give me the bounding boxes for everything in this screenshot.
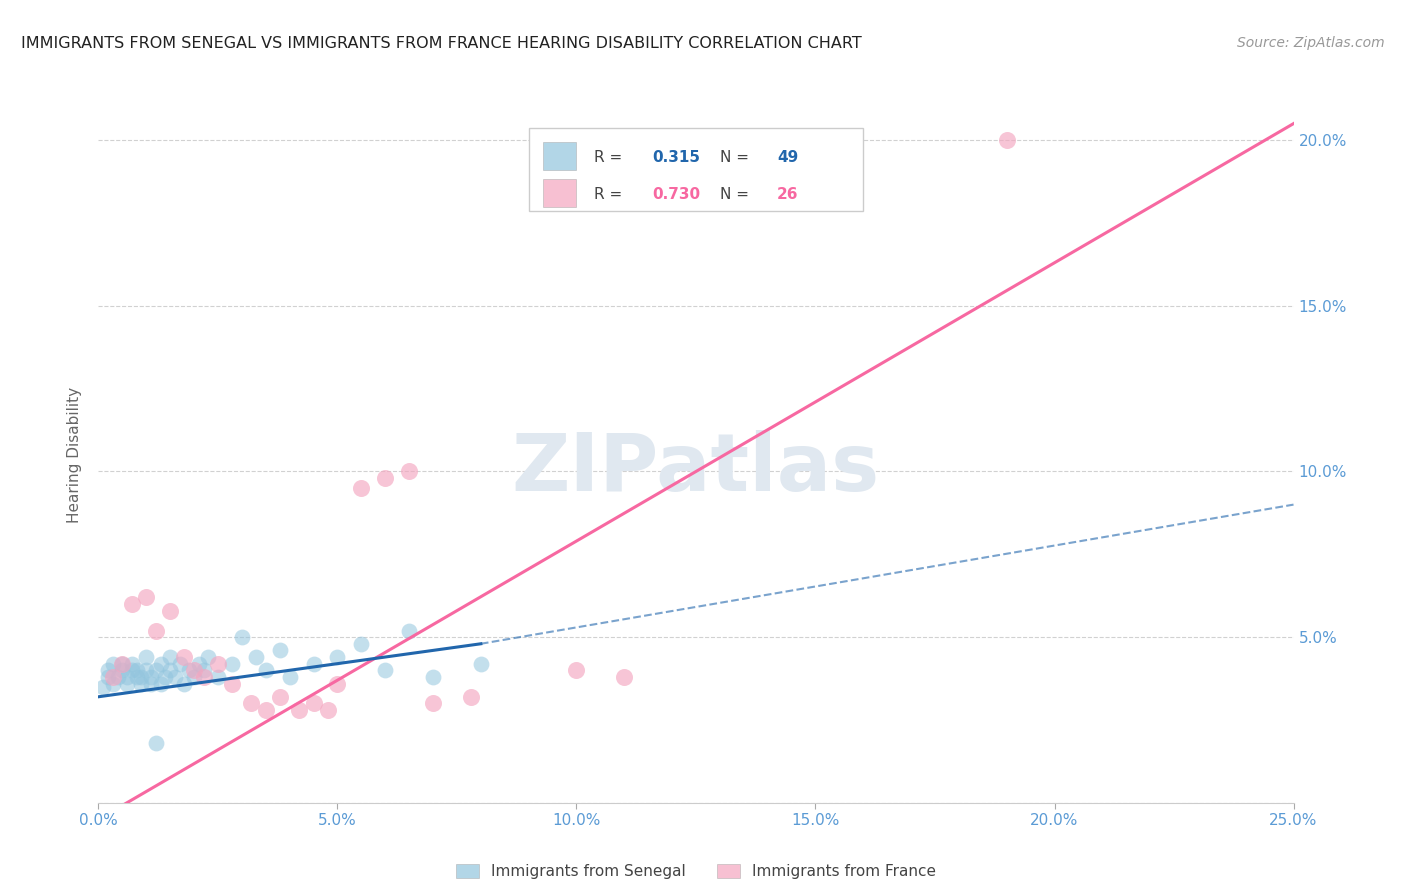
FancyBboxPatch shape bbox=[529, 128, 863, 211]
Point bbox=[115, 676, 138, 690]
Point bbox=[139, 670, 162, 684]
Point bbox=[121, 657, 143, 671]
Point bbox=[111, 663, 134, 677]
Point bbox=[207, 670, 229, 684]
Point bbox=[183, 663, 205, 677]
Text: IMMIGRANTS FROM SENEGAL VS IMMIGRANTS FROM FRANCE HEARING DISABILITY CORRELATION: IMMIGRANTS FROM SENEGAL VS IMMIGRANTS FR… bbox=[21, 36, 862, 51]
Point bbox=[240, 697, 263, 711]
Point bbox=[288, 703, 311, 717]
Point bbox=[97, 663, 120, 677]
Point bbox=[374, 471, 396, 485]
Point bbox=[995, 133, 1018, 147]
Point bbox=[470, 657, 492, 671]
Point bbox=[350, 481, 373, 495]
Point bbox=[398, 465, 420, 479]
Point bbox=[350, 637, 373, 651]
Point bbox=[302, 697, 325, 711]
Point bbox=[422, 697, 444, 711]
Point bbox=[121, 663, 143, 677]
Text: 49: 49 bbox=[778, 150, 799, 165]
Text: 0.730: 0.730 bbox=[652, 186, 700, 202]
Point bbox=[131, 670, 153, 684]
Point bbox=[97, 670, 120, 684]
Legend: Immigrants from Senegal, Immigrants from France: Immigrants from Senegal, Immigrants from… bbox=[450, 858, 942, 886]
Point bbox=[302, 657, 325, 671]
Point bbox=[135, 650, 157, 665]
Point bbox=[159, 650, 181, 665]
Point bbox=[121, 597, 143, 611]
Point bbox=[269, 643, 291, 657]
Point bbox=[135, 663, 157, 677]
Point bbox=[179, 663, 201, 677]
Point bbox=[245, 650, 267, 665]
Point bbox=[207, 657, 229, 671]
Point bbox=[193, 663, 215, 677]
Point bbox=[197, 650, 219, 665]
Point bbox=[155, 670, 177, 684]
Bar bbox=[543, 178, 576, 207]
Point bbox=[163, 670, 186, 684]
Y-axis label: Hearing Disability: Hearing Disability bbox=[67, 387, 83, 523]
Point bbox=[125, 663, 148, 677]
Bar bbox=[543, 142, 576, 169]
Point bbox=[169, 657, 191, 671]
Point bbox=[316, 703, 339, 717]
Point bbox=[326, 676, 349, 690]
Point bbox=[565, 663, 588, 677]
Point bbox=[187, 657, 209, 671]
Point bbox=[145, 736, 167, 750]
Text: 0.315: 0.315 bbox=[652, 150, 700, 165]
Point bbox=[221, 676, 243, 690]
Point bbox=[193, 670, 215, 684]
Point bbox=[422, 670, 444, 684]
Point bbox=[149, 657, 172, 671]
Point bbox=[145, 663, 167, 677]
Point bbox=[460, 690, 482, 704]
Point bbox=[374, 663, 396, 677]
Point bbox=[221, 657, 243, 671]
Point bbox=[254, 703, 277, 717]
Text: N =: N = bbox=[720, 150, 754, 165]
Text: 26: 26 bbox=[778, 186, 799, 202]
Point bbox=[254, 663, 277, 677]
Text: R =: R = bbox=[595, 186, 627, 202]
Text: Source: ZipAtlas.com: Source: ZipAtlas.com bbox=[1237, 36, 1385, 50]
Point bbox=[135, 591, 157, 605]
Point bbox=[326, 650, 349, 665]
Text: R =: R = bbox=[595, 150, 627, 165]
Point bbox=[111, 657, 134, 671]
Point bbox=[159, 604, 181, 618]
Point bbox=[101, 670, 124, 684]
Point bbox=[269, 690, 291, 704]
Text: N =: N = bbox=[720, 186, 754, 202]
Point bbox=[101, 657, 124, 671]
Point bbox=[115, 670, 138, 684]
Point bbox=[101, 676, 124, 690]
Point bbox=[159, 663, 181, 677]
Point bbox=[139, 676, 162, 690]
Point bbox=[173, 676, 195, 690]
Point bbox=[91, 680, 114, 694]
Point bbox=[131, 676, 153, 690]
Point bbox=[278, 670, 301, 684]
Point bbox=[173, 650, 195, 665]
Point bbox=[398, 624, 420, 638]
Point bbox=[107, 670, 129, 684]
Point bbox=[231, 630, 253, 644]
Point bbox=[613, 670, 636, 684]
Point bbox=[183, 670, 205, 684]
Point bbox=[145, 624, 167, 638]
Text: ZIPatlas: ZIPatlas bbox=[512, 430, 880, 508]
Point bbox=[111, 657, 134, 671]
Point bbox=[149, 676, 172, 690]
Point bbox=[125, 670, 148, 684]
